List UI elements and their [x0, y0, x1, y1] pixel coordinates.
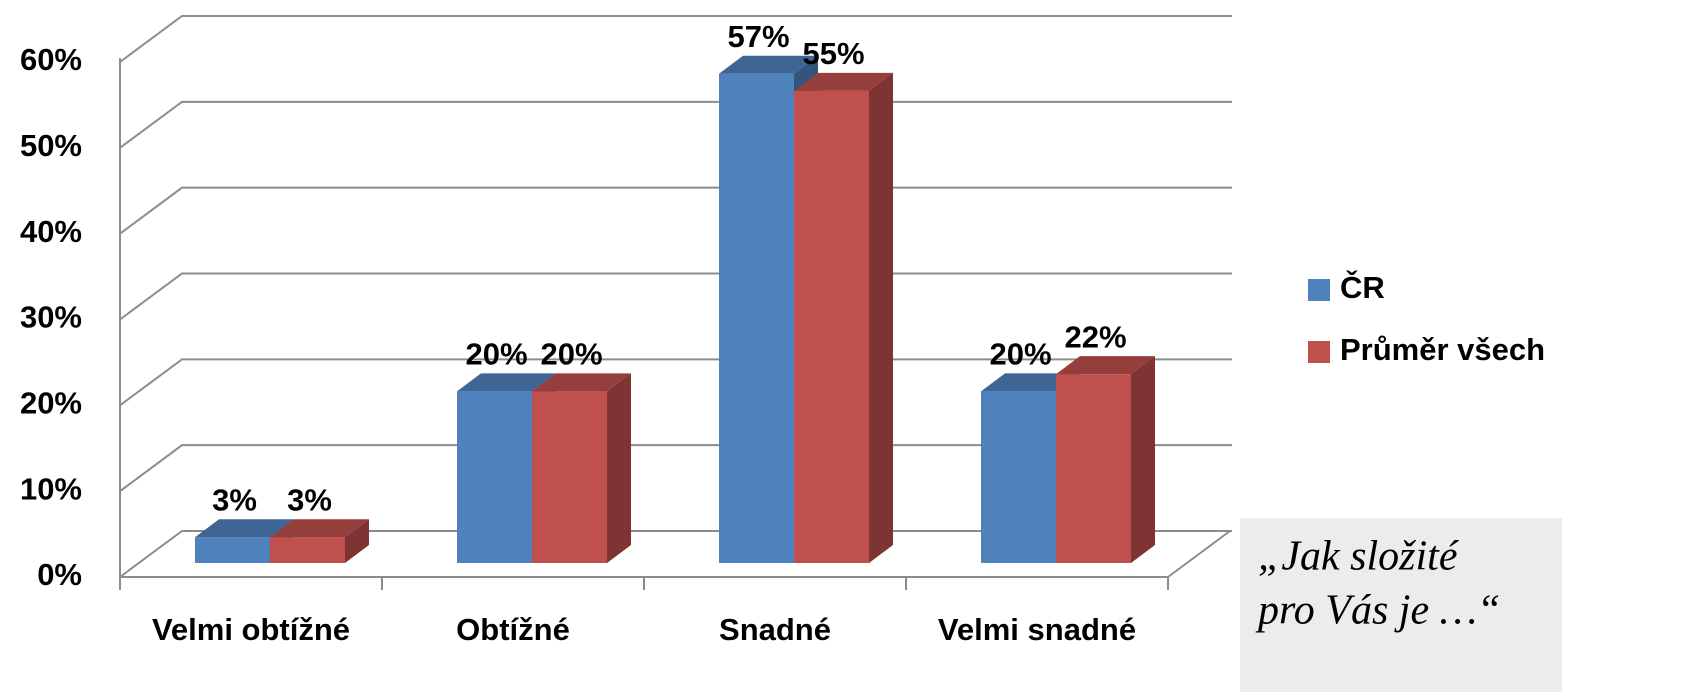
bar-top: [457, 373, 556, 392]
data-label: 20%: [989, 337, 1051, 372]
grid-line: [119, 15, 1232, 63]
bar-top: [719, 55, 818, 74]
y-tick-label: 20%: [20, 386, 82, 421]
axis: [1167, 530, 1231, 578]
bar: [981, 391, 1056, 563]
x-tick-label: Velmi snadné: [938, 612, 1136, 647]
annotation-box: [1240, 518, 1562, 692]
data-label: 20%: [465, 337, 527, 372]
legend-swatch: [1308, 279, 1330, 301]
legend-label: Průměr všech: [1340, 332, 1545, 367]
annotation: „Jak složité: [1258, 534, 1460, 580]
bar: [1056, 374, 1131, 563]
bar: [719, 73, 794, 563]
y-tick-label: 30%: [20, 300, 82, 335]
y-tick-label: 50%: [20, 128, 82, 163]
bar: [195, 537, 270, 563]
data-label: 57%: [727, 19, 789, 54]
y-tick-label: 10%: [20, 471, 82, 506]
bar: [794, 90, 869, 564]
bar-top: [195, 519, 294, 538]
annotation: pro Vás je …“: [1255, 588, 1500, 634]
bar-side: [1131, 356, 1155, 563]
legend-label: ČR: [1340, 269, 1385, 305]
data-label: 55%: [802, 36, 864, 71]
bar-top: [270, 519, 369, 538]
data-label: 3%: [212, 482, 257, 517]
bar-top: [981, 373, 1080, 392]
bar-side: [607, 373, 631, 563]
bar-side: [345, 519, 369, 563]
bar-top: [532, 373, 631, 392]
grid-line: [119, 100, 1232, 149]
bar: [457, 391, 532, 563]
bar-side: [869, 72, 893, 564]
data-label: 3%: [287, 482, 332, 517]
bar: [532, 391, 607, 563]
x-tick-label: Velmi obtížné: [152, 612, 350, 647]
y-tick-label: 0%: [37, 557, 82, 592]
bar-top: [794, 72, 893, 91]
data-label: 20%: [540, 337, 602, 372]
y-tick-label: 40%: [20, 214, 82, 249]
y-tick-label: 60%: [20, 42, 82, 77]
grid-line: [119, 272, 1232, 321]
x-tick-label: Snadné: [719, 612, 831, 647]
grid-line: [119, 186, 1232, 235]
x-tick-label: Obtížné: [456, 612, 570, 647]
bar: [270, 537, 345, 563]
bar-top: [1056, 356, 1155, 375]
data-label: 22%: [1064, 319, 1126, 354]
legend-swatch: [1308, 341, 1330, 363]
